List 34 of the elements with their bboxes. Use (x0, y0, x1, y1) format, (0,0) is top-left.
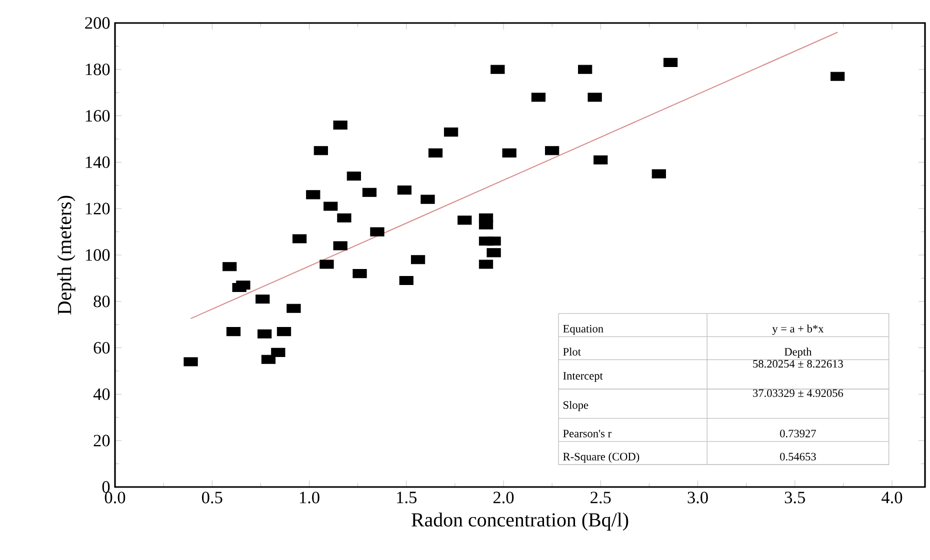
annotation: Intercept (563, 372, 603, 382)
y-tick-label: 40 (93, 388, 110, 400)
annotation: Pearson's r (563, 430, 612, 438)
x-tick-label: 2.0 (493, 492, 514, 504)
x-tick-label: 0.5 (202, 492, 222, 504)
annotation: 0.54653 (780, 452, 816, 460)
x-tick-label: 1.0 (300, 492, 320, 504)
annotation: Plot (563, 348, 581, 356)
x-tick-label: 3.5 (784, 492, 805, 504)
x-tick-label: 4.0 (882, 492, 902, 504)
y-tick-label: 20 (94, 434, 110, 446)
x-tick-label: 3.0 (688, 492, 708, 504)
y-tick-label: 140 (86, 156, 110, 168)
y-tick-label: 120 (86, 202, 110, 214)
annotation: 58.20254 ± 8.22613 (753, 360, 843, 368)
x-tick-label: 0.0 (104, 492, 126, 504)
x-axis-title: Radon concentration (Bq/l) (412, 512, 628, 531)
y-tick-label: 160 (86, 110, 110, 122)
annotation: Slope (564, 400, 588, 412)
annotation: Depth (784, 348, 812, 358)
y-tick-label: 100 (86, 249, 110, 261)
annotation: 0.73927 (780, 430, 816, 438)
y-tick-label: 0 (102, 481, 110, 493)
y-tick-label: 80 (94, 296, 110, 308)
x-tick-label: 1.5 (397, 492, 416, 504)
x-tick-label: 2.5 (590, 492, 611, 504)
y-axis-title: Depth (meters) (57, 196, 76, 314)
y-tick-label: 60 (94, 342, 110, 354)
annotation: 37.03329 ± 4.92056 (753, 389, 844, 397)
annotation: Equation (563, 324, 604, 335)
annotation: R-Square (COD) (563, 452, 640, 463)
y-tick-label: 200 (85, 17, 110, 29)
annotation: y = a + b*x (772, 324, 824, 335)
y-tick-label: 180 (86, 64, 110, 76)
